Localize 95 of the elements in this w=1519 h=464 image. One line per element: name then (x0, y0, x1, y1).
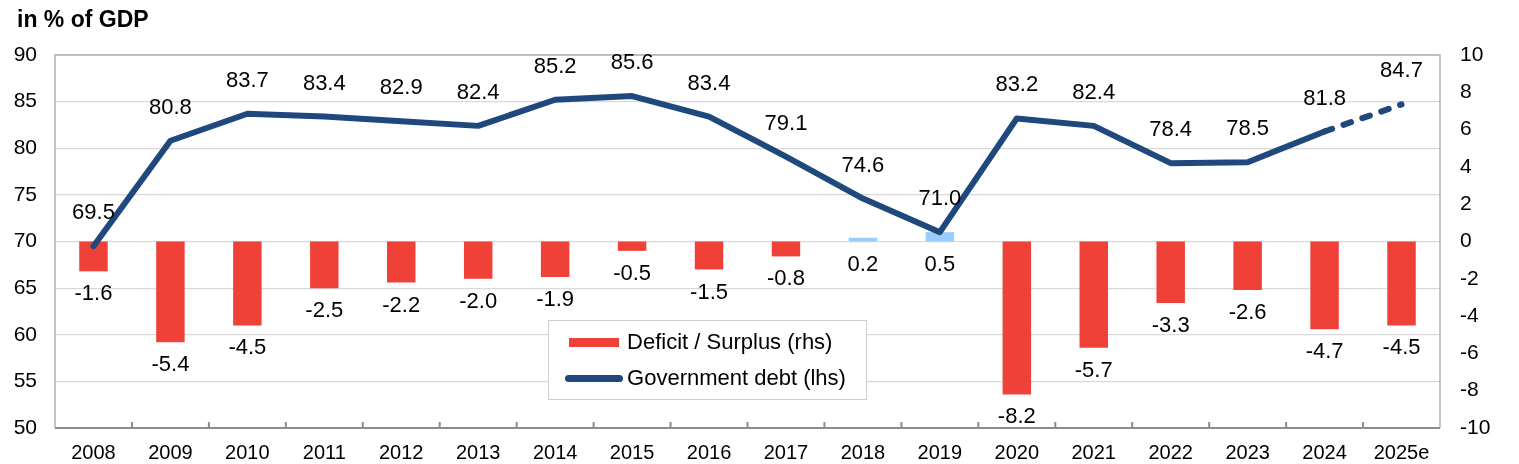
data-label: -1.5 (690, 278, 728, 304)
data-label: 78.4 (1149, 116, 1193, 142)
bar (771, 241, 801, 257)
data-label: 82.9 (379, 74, 423, 100)
bar (848, 237, 878, 242)
y-tick-label: 75 (13, 181, 37, 205)
bar (79, 241, 108, 272)
bar (387, 241, 416, 283)
x-tick-label: 2024 (1302, 440, 1347, 463)
x-tick-label: 2025e (1373, 440, 1430, 463)
data-label: -2.0 (459, 287, 498, 313)
data-label: -2.6 (1228, 299, 1267, 325)
x-tick-label: 2020 (994, 440, 1040, 463)
x-tick-label: 2023 (1225, 440, 1270, 463)
data-label: -3.3 (1151, 312, 1190, 338)
y2-tick-label: -4 (1460, 302, 1479, 326)
bar (156, 241, 185, 343)
data-label: 71.0 (918, 185, 962, 211)
y-tick-label: 50 (13, 414, 37, 438)
legend-label: Government debt (lhs) (627, 365, 846, 391)
bar (1310, 241, 1339, 330)
y-tick-label: 80 (13, 135, 37, 159)
data-label: -4.7 (1305, 338, 1344, 364)
data-label: 82.4 (1072, 78, 1116, 104)
data-label: -1.6 (74, 280, 113, 306)
legend-label: Deficit / Surplus (rhs) (627, 329, 833, 355)
y-tick-label: 65 (13, 274, 37, 298)
x-tick-label: 2017 (763, 440, 809, 463)
y-tick-label: 85 (13, 88, 37, 112)
y2-tick-label: -10 (1460, 414, 1491, 438)
data-label: 81.8 (1303, 84, 1346, 110)
data-label: -4.5 (1382, 334, 1421, 360)
y-tick-label: 90 (13, 41, 37, 65)
x-tick-label: 2019 (917, 440, 963, 463)
bar (1233, 241, 1262, 290)
x-tick-label: 2010 (225, 440, 270, 463)
x-tick-label: 2014 (532, 440, 578, 463)
data-label: -0.8 (767, 265, 805, 291)
data-label: -8.2 (997, 403, 1036, 429)
data-label: 78.5 (1226, 115, 1270, 141)
data-label: 0.5 (924, 250, 956, 276)
y-tick-label: 55 (13, 368, 37, 392)
data-label: 83.7 (225, 66, 269, 92)
bar (617, 241, 647, 251)
x-tick-label: 2008 (71, 440, 116, 463)
data-label: 85.2 (533, 52, 577, 78)
y2-tick-label: -8 (1460, 377, 1479, 401)
data-label: 83.4 (302, 69, 346, 95)
y-tick-label: 60 (13, 321, 37, 345)
data-label: 79.1 (764, 109, 808, 135)
x-tick-label: 2011 (302, 440, 346, 463)
data-label: -0.5 (613, 259, 652, 285)
bar (1387, 241, 1416, 326)
data-label: 0.2 (847, 250, 879, 276)
x-tick-label: 2021 (1071, 440, 1116, 463)
y-tick-label: 70 (13, 228, 37, 252)
data-label: -5.4 (151, 351, 190, 377)
y-axis-title: in % of GDP (17, 6, 149, 32)
x-tick-label: 2016 (686, 440, 732, 463)
data-label: 82.4 (456, 78, 500, 104)
bar (1156, 241, 1185, 304)
x-tick-label: 2015 (609, 440, 655, 463)
bar (1079, 241, 1108, 348)
bar (233, 241, 262, 326)
y2-tick-label: -6 (1460, 340, 1479, 364)
data-label: -1.9 (536, 286, 575, 311)
y2-tick-label: 2 (1460, 191, 1472, 214)
y2-tick-label: 10 (1460, 41, 1484, 65)
bar (463, 241, 493, 279)
data-label: 84.7 (1380, 57, 1423, 83)
data-label: -4.5 (228, 334, 267, 360)
bar (925, 232, 955, 242)
x-tick-label: 2013 (455, 440, 501, 463)
bar (694, 241, 724, 270)
data-label: -2.5 (305, 297, 344, 323)
data-label: 83.4 (687, 69, 731, 95)
data-label: 83.2 (995, 71, 1039, 97)
bar (310, 241, 339, 289)
data-label: 80.8 (149, 93, 192, 119)
data-label: -5.7 (1074, 356, 1113, 382)
data-label: 85.6 (610, 49, 654, 75)
data-label: -2.2 (382, 291, 421, 317)
bar (540, 241, 570, 277)
x-tick-label: 2009 (148, 440, 193, 463)
y2-tick-label: 0 (1460, 228, 1472, 252)
data-label: 69.5 (72, 199, 115, 225)
x-tick-label: 2022 (1148, 440, 1193, 463)
y2-tick-label: 6 (1460, 116, 1472, 140)
y2-tick-label: -2 (1460, 265, 1479, 289)
bar (1002, 241, 1032, 395)
y2-tick-label: 4 (1460, 153, 1472, 177)
x-tick-label: 2012 (379, 440, 424, 463)
y2-tick-label: 8 (1460, 79, 1472, 103)
data-label: 74.6 (841, 151, 885, 177)
x-tick-label: 2018 (840, 440, 886, 463)
